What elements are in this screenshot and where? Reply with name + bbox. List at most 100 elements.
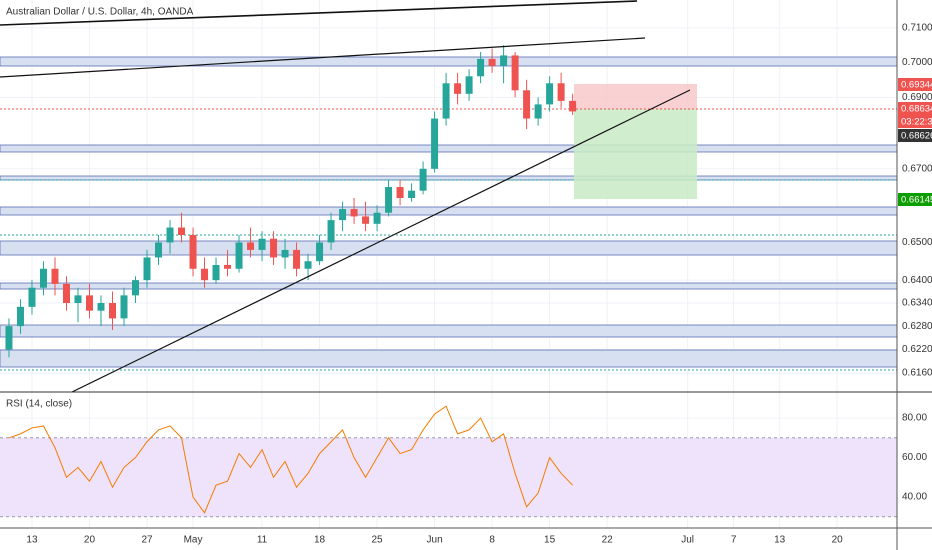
y-tick-label: 40.00 xyxy=(902,492,927,503)
candle-body xyxy=(569,100,577,112)
x-tick-label: 25 xyxy=(372,535,384,546)
candle-body xyxy=(201,268,209,281)
candle-body xyxy=(419,168,427,191)
candle-body xyxy=(166,227,174,243)
stop-zone xyxy=(574,84,697,109)
rsi-line xyxy=(8,405,573,514)
x-tick-label: 18 xyxy=(314,535,326,546)
x-tick-label: 7 xyxy=(731,535,737,546)
candle-body xyxy=(235,242,243,269)
trendlines xyxy=(0,0,691,393)
candle-body xyxy=(28,287,36,307)
candle-body xyxy=(488,58,496,66)
candle-body xyxy=(465,76,473,94)
rsi-band xyxy=(0,437,897,517)
candle-body xyxy=(258,238,266,250)
candle-body xyxy=(385,187,393,213)
x-tick-label: 8 xyxy=(489,535,495,546)
candle-body xyxy=(132,280,140,296)
candle-body xyxy=(143,257,151,281)
countdown-label: 03:22:30 xyxy=(901,117,932,128)
candle-body xyxy=(16,306,24,327)
x-tick-label: 11 xyxy=(257,535,268,546)
candle-body xyxy=(373,212,381,224)
x-tick-label: 20 xyxy=(832,535,844,546)
zone xyxy=(0,349,898,368)
x-tick-label: Jun xyxy=(427,535,443,546)
candle-body xyxy=(442,83,450,119)
candle-body xyxy=(5,326,13,350)
candle-body xyxy=(511,55,519,91)
candle-body xyxy=(74,295,82,304)
label-box xyxy=(898,129,932,142)
chart-title: Australian Dollar / U.S. Dollar, 4h, OAN… xyxy=(6,7,194,18)
candle-body xyxy=(350,209,358,217)
candle-body xyxy=(339,209,347,221)
candle-body xyxy=(39,268,47,288)
x-tick-label: 22 xyxy=(602,535,614,546)
target-zone xyxy=(574,109,697,199)
candle-body xyxy=(212,264,220,281)
price-label: 0.68634 xyxy=(901,104,932,115)
trendline xyxy=(0,0,638,26)
zone xyxy=(0,144,898,153)
x-tick-label: 20 xyxy=(84,535,96,546)
candle-body xyxy=(557,83,565,101)
candle-body xyxy=(51,268,59,284)
candle-body xyxy=(62,283,70,304)
candle-body xyxy=(362,216,370,224)
label-box xyxy=(898,102,932,115)
label-box xyxy=(898,78,932,91)
label-box xyxy=(898,115,932,128)
zone xyxy=(0,56,898,67)
x-tick-label: 15 xyxy=(544,535,556,546)
candle-body xyxy=(178,227,186,235)
candle-body xyxy=(155,242,163,258)
candle-body xyxy=(408,190,416,198)
candle-body xyxy=(523,90,531,119)
y-tick-label: 60.00 xyxy=(902,452,927,463)
candle-body xyxy=(281,249,289,258)
candle-body xyxy=(431,118,439,169)
y-tick-label: 0.61600 xyxy=(902,368,932,379)
candle-body xyxy=(546,83,554,105)
zone xyxy=(0,324,898,338)
candle-body xyxy=(247,242,255,250)
stop-label: 0.69344 xyxy=(901,80,932,91)
candle-body xyxy=(189,234,197,269)
candle-body xyxy=(108,303,116,319)
candle-body xyxy=(396,187,404,198)
marks xyxy=(0,45,897,518)
zone xyxy=(0,175,898,181)
x-tick-label: Jul xyxy=(681,535,694,546)
candle-body xyxy=(97,303,105,311)
candle-body xyxy=(477,58,485,77)
target-label: 0.66145 xyxy=(901,195,932,206)
candle-body xyxy=(327,220,335,243)
x-tick-label: 13 xyxy=(774,535,786,546)
candle-body xyxy=(454,83,462,94)
x-tick-label: May xyxy=(184,535,203,546)
rsi-title: RSI (14, close) xyxy=(6,399,72,410)
candle-body xyxy=(224,264,232,269)
x-tick-label: 27 xyxy=(141,535,153,546)
entry-label: 0.68626 xyxy=(901,131,932,142)
candle-body xyxy=(85,295,93,311)
y-tick-label: 80.00 xyxy=(902,413,927,424)
candle-body xyxy=(270,238,278,258)
zone xyxy=(0,240,898,256)
candle-body xyxy=(293,249,301,269)
label-box xyxy=(898,193,932,206)
trendline xyxy=(71,89,691,393)
candle-body xyxy=(120,295,128,319)
